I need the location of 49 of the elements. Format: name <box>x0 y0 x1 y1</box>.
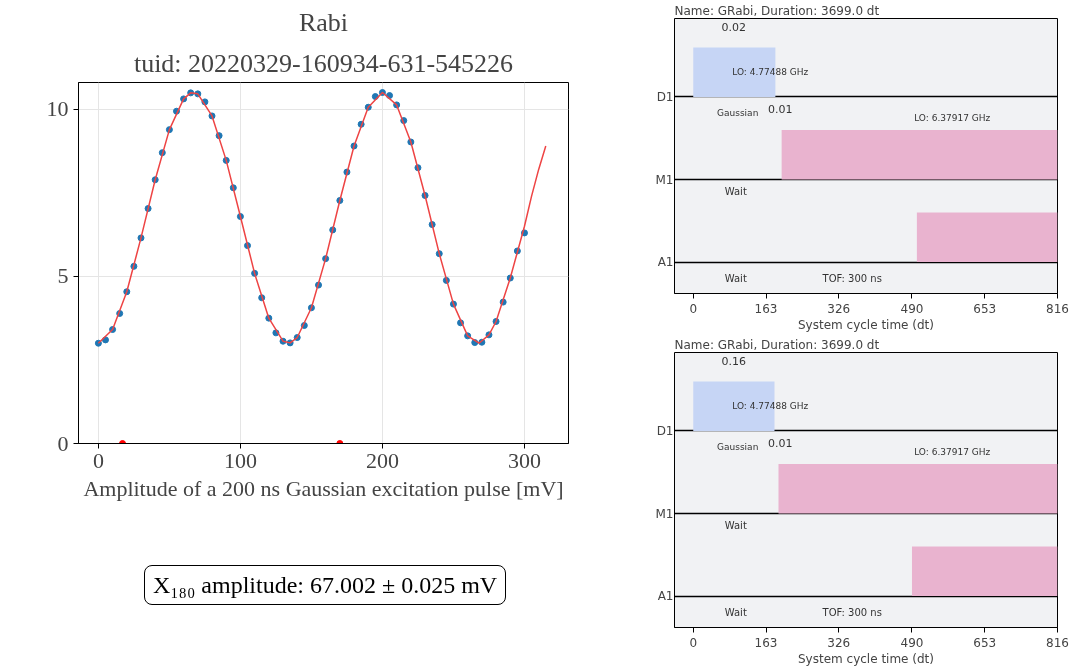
chart-title: Rabi <box>298 7 349 37</box>
x-tick-label: 200 <box>365 447 399 473</box>
x-tick-label: 490 <box>900 635 924 650</box>
y-tick-label: 5 <box>57 263 69 289</box>
x-tick-label: 0 <box>689 301 698 316</box>
x-axis-title: System cycle time (dt) <box>798 317 935 332</box>
annotation: Wait <box>724 607 747 619</box>
y-tick-label: A1 <box>657 255 674 270</box>
x-tick-label: 326 <box>827 301 851 316</box>
y-tick-label: 10 <box>46 96 69 122</box>
x-tick-label: 0 <box>92 447 104 473</box>
annotation: Wait <box>724 186 747 198</box>
annotation: LO: 6.37917 GHz <box>914 112 991 123</box>
x-tick-label: 0 <box>689 635 698 650</box>
x-tick-label: 100 <box>223 447 257 473</box>
annotation: 0.02 <box>721 20 747 34</box>
annotation: 0.01 <box>767 103 793 117</box>
y-tick-label: D1 <box>656 89 674 104</box>
annotation: TOF: 300 ns <box>821 607 882 619</box>
x-tick-label: 816 <box>1046 635 1069 650</box>
x-axis-title: Amplitude of a 200 ns Gaussian excitation pulse [mV] <box>83 475 564 501</box>
x-tick-label: 490 <box>900 301 924 316</box>
annotation: LO: 4.77488 GHz <box>732 67 809 78</box>
x-tick-label: 816 <box>1046 301 1069 316</box>
x-tick-label: 653 <box>973 301 997 316</box>
annotation: TOF: 300 ns <box>821 273 882 285</box>
y-tick-label: D1 <box>656 423 674 438</box>
chart-subtitle: tuid: 20220329-160934-631-545226 <box>133 48 514 78</box>
annotation: Gaussian <box>717 442 759 453</box>
annotation: Wait <box>724 520 747 532</box>
x-tick-label: 326 <box>827 635 851 650</box>
annotation: LO: 4.77488 GHz <box>732 401 809 412</box>
x-tick-label: 163 <box>754 301 778 316</box>
annotation: LO: 6.37917 GHz <box>914 446 991 457</box>
x-tick-label: 163 <box>754 635 778 650</box>
y-tick-label: 0 <box>57 430 69 456</box>
y-tick-label: M1 <box>655 506 674 521</box>
y-tick-label: A1 <box>657 589 674 604</box>
text: X₁₈₀ amplitude: 67.002 ± 0.025 mV <box>143 565 507 606</box>
annotation: 0.01 <box>767 437 793 451</box>
x-tick-label: 653 <box>973 635 997 650</box>
chart-title: Name: GRabi, Duration: 3699.0 dt <box>674 3 880 18</box>
y-tick-label: M1 <box>655 172 674 187</box>
x-tick-label: 300 <box>507 447 541 473</box>
annotation: Gaussian <box>717 108 759 119</box>
x-axis-title: System cycle time (dt) <box>798 651 935 666</box>
annotation: Wait <box>724 273 747 285</box>
annotation: 0.16 <box>721 354 747 368</box>
chart-title: Name: GRabi, Duration: 3699.0 dt <box>674 337 880 352</box>
